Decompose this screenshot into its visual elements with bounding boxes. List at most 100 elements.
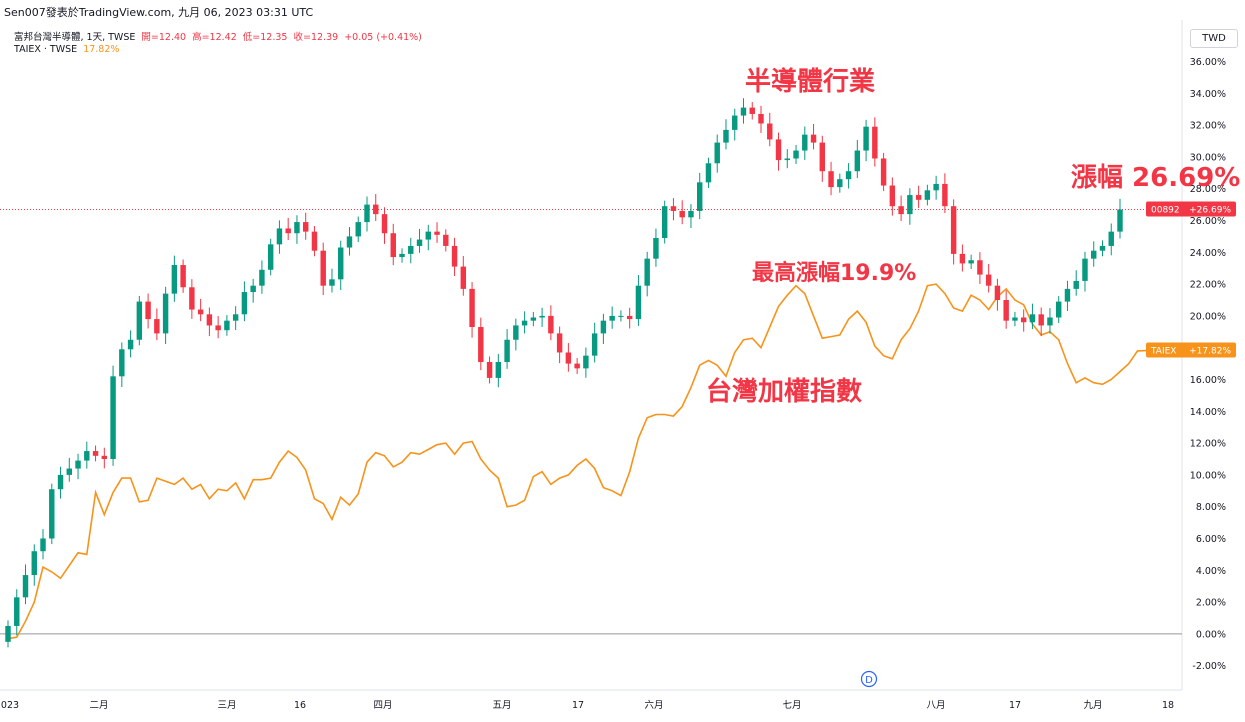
badge-00892-name: 00892 (1151, 206, 1180, 216)
candle-body (574, 363, 580, 369)
y-tick-label: 6.00% (1196, 534, 1226, 545)
candle-body (425, 231, 431, 240)
candle-body (180, 265, 186, 288)
candle-body (504, 339, 510, 363)
candle-body (767, 123, 773, 140)
x-tick-label: 七月 (782, 700, 801, 711)
candle-body (907, 195, 913, 215)
candle-body (57, 474, 64, 490)
candle-body (793, 150, 799, 159)
candle-body (1029, 314, 1036, 323)
candle-body (241, 292, 248, 315)
candle-body (565, 352, 572, 364)
candle-body (679, 210, 685, 218)
y-tick-label: 28.00% (1190, 184, 1226, 195)
x-tick-label: 17 (1009, 700, 1021, 711)
high-value: 高=12.42 (192, 32, 237, 43)
candle-body (845, 171, 852, 180)
candle-body (539, 315, 545, 318)
candle-body (145, 301, 151, 320)
candle-body (171, 265, 178, 294)
candle-body (1055, 301, 1062, 318)
candle-body (591, 333, 598, 356)
y-tick-label: 16.00% (1190, 375, 1226, 386)
candle-body (863, 126, 869, 151)
annotation-taiex: 台灣加權指數 (706, 376, 862, 407)
candle-body (285, 228, 291, 234)
candle-body (697, 182, 703, 211)
candle-body (49, 489, 55, 539)
candle-body (618, 315, 624, 317)
candle-body (302, 222, 309, 232)
candle-body (75, 460, 81, 469)
candle-body (889, 185, 896, 207)
candle-body (653, 237, 659, 259)
candle-body (661, 206, 668, 238)
x-tick-label: 18 (1162, 700, 1174, 711)
attribution-text: Sen007發表於TradingView.com, 九月 06, 2023 03… (4, 6, 314, 19)
y-tick-label: 12.00% (1190, 439, 1226, 450)
candle-body (1117, 209, 1123, 232)
candle-body (1047, 317, 1053, 326)
y-tick-label: 34.00% (1190, 89, 1226, 100)
candle-body (1091, 250, 1097, 259)
candle-body (583, 355, 589, 369)
candle-body (14, 597, 20, 626)
x-tick-label: 16 (294, 700, 306, 711)
y-tick-label: 30.00% (1190, 152, 1226, 163)
annotation-max-gain: 最高漲幅19.9% (752, 260, 916, 286)
candle-body (197, 309, 204, 315)
candle-body (1108, 231, 1114, 246)
annotation-semiconductor: 半導體行業 (745, 66, 875, 97)
close-value: 收=12.39 (293, 32, 339, 43)
candle-body (688, 210, 694, 218)
y-tick-label: 32.00% (1190, 121, 1226, 132)
candle-body (399, 253, 405, 258)
candle-body (530, 317, 537, 321)
candle-body (478, 327, 484, 363)
candle-body (994, 285, 1001, 300)
candle-body (469, 288, 475, 328)
candle-body (84, 451, 90, 461)
y-tick-label: 22.00% (1190, 280, 1226, 291)
candle-body (460, 266, 467, 289)
dividend-marker-label: D (865, 675, 873, 686)
candle-body (714, 142, 720, 164)
x-tick-label: 九月 (1083, 699, 1102, 711)
badge-taiex (1146, 342, 1236, 358)
y-tick-label: 36.00% (1190, 57, 1226, 68)
change-value: +0.05 (+0.41%) (344, 32, 422, 43)
candle-body (320, 250, 326, 286)
annotation-gain: 漲幅 26.69% (1071, 163, 1240, 193)
candle-body (373, 204, 379, 215)
candle-body (828, 171, 834, 188)
compare-series-name: TAIEX · TWSE (14, 44, 78, 55)
y-tick-label: 8.00% (1196, 502, 1226, 513)
candle-body (802, 134, 808, 151)
candle-body (119, 349, 125, 377)
currency-button[interactable]: TWD (1190, 29, 1238, 48)
candle-body (495, 362, 502, 378)
candle-body (338, 247, 344, 280)
candle-body (950, 206, 957, 254)
candle-body (40, 538, 46, 552)
candle-body (775, 139, 782, 161)
candle-body (977, 260, 983, 275)
candle-body (110, 376, 116, 459)
candle-body (1003, 300, 1009, 321)
candle-body (408, 245, 414, 254)
badge-00892 (1146, 201, 1236, 217)
y-tick-label: 0.00% (1196, 629, 1226, 640)
badge-taiex-name: TAIEX (1150, 347, 1176, 357)
candle-body (513, 325, 519, 340)
candle-body (451, 245, 458, 267)
candle-body (215, 325, 221, 331)
x-tick-label: 17 (572, 700, 584, 711)
candle-body (259, 269, 265, 286)
candle-body (31, 551, 37, 576)
candle-body (1020, 317, 1027, 323)
candle-body (434, 231, 440, 235)
candle-body (1012, 317, 1018, 321)
candle-body (644, 258, 650, 286)
dividend-marker (860, 670, 878, 688)
